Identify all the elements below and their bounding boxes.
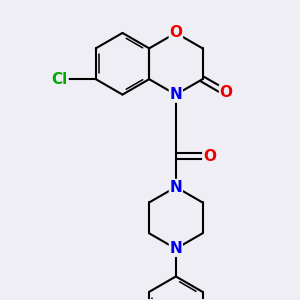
- Text: N: N: [169, 241, 182, 256]
- Text: O: O: [220, 85, 232, 100]
- Text: Cl: Cl: [52, 72, 68, 87]
- Text: O: O: [169, 26, 182, 40]
- Text: N: N: [169, 87, 182, 102]
- Text: N: N: [169, 180, 182, 195]
- Text: O: O: [203, 149, 216, 164]
